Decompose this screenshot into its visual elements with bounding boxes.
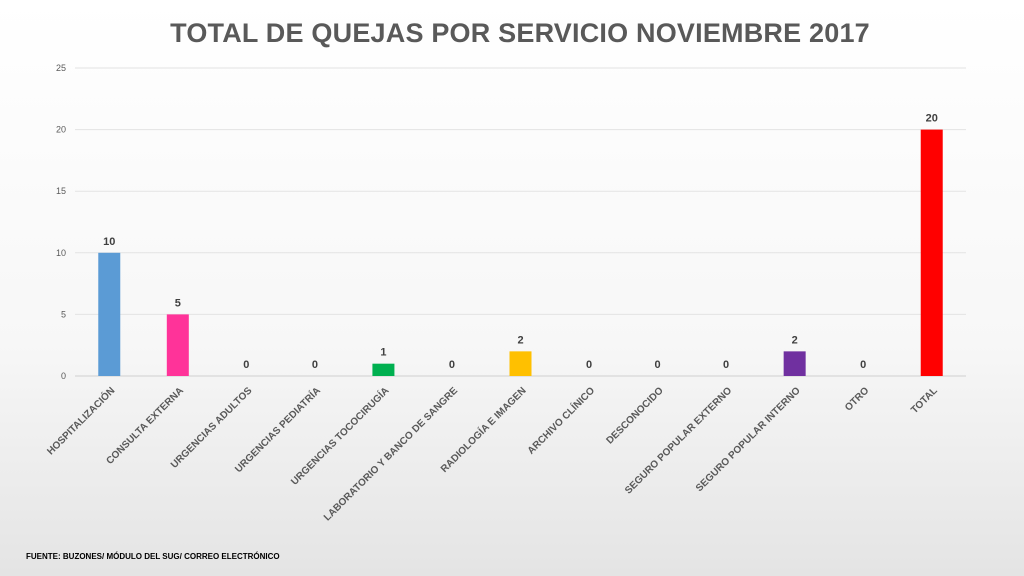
x-tick-label: HOSPITALIZACIÓN: [44, 384, 117, 457]
bar: [372, 363, 395, 376]
y-tick-label: 0: [61, 371, 66, 381]
source-note: FUENTE: BUZONES/ MÓDULO DEL SUG/ CORREO …: [26, 552, 280, 561]
data-label: 1: [380, 347, 386, 359]
y-tick-label: 25: [56, 63, 66, 73]
y-tick-label: 15: [56, 186, 66, 196]
bar: [166, 314, 189, 376]
y-tick-label: 10: [56, 248, 66, 258]
x-tick-label: ARCHIVO CLÍNICO: [524, 384, 597, 457]
data-label: 2: [517, 334, 523, 346]
x-tick-label: LABORATORIO Y BANCO DE SANGRE: [322, 385, 460, 523]
data-label: 0: [243, 359, 249, 371]
data-label: 0: [723, 359, 729, 371]
data-label: 0: [860, 359, 866, 371]
y-tick-label: 20: [56, 125, 66, 135]
data-label: 0: [312, 359, 318, 371]
y-axis-tick-labels: 0 5 10 15 20 25: [56, 63, 66, 381]
chart-title: TOTAL DE QUEJAS POR SERVICIO NOVIEMBRE 2…: [170, 18, 870, 48]
data-label: 0: [586, 359, 592, 371]
x-tick-label: OTRO: [843, 385, 871, 413]
bars: [98, 129, 943, 376]
data-label: 2: [792, 334, 798, 346]
bar: [783, 351, 806, 376]
bar: [509, 351, 532, 376]
bar: [920, 129, 943, 376]
data-label: 0: [655, 359, 661, 371]
data-label: 5: [175, 297, 181, 309]
x-tick-label: TOTAL: [909, 385, 940, 416]
x-tick-label: CONSULTA EXTERNA: [104, 385, 186, 467]
data-label: 10: [103, 236, 115, 248]
x-tick-label: DESCONOCIDO: [604, 385, 665, 446]
data-label: 20: [926, 113, 938, 125]
data-label: 0: [449, 359, 455, 371]
x-tick-label: SEGURO POPULAR EXTERNO: [623, 385, 734, 496]
bar: [98, 252, 121, 376]
gridlines: [75, 67, 966, 377]
y-tick-label: 5: [61, 309, 66, 319]
